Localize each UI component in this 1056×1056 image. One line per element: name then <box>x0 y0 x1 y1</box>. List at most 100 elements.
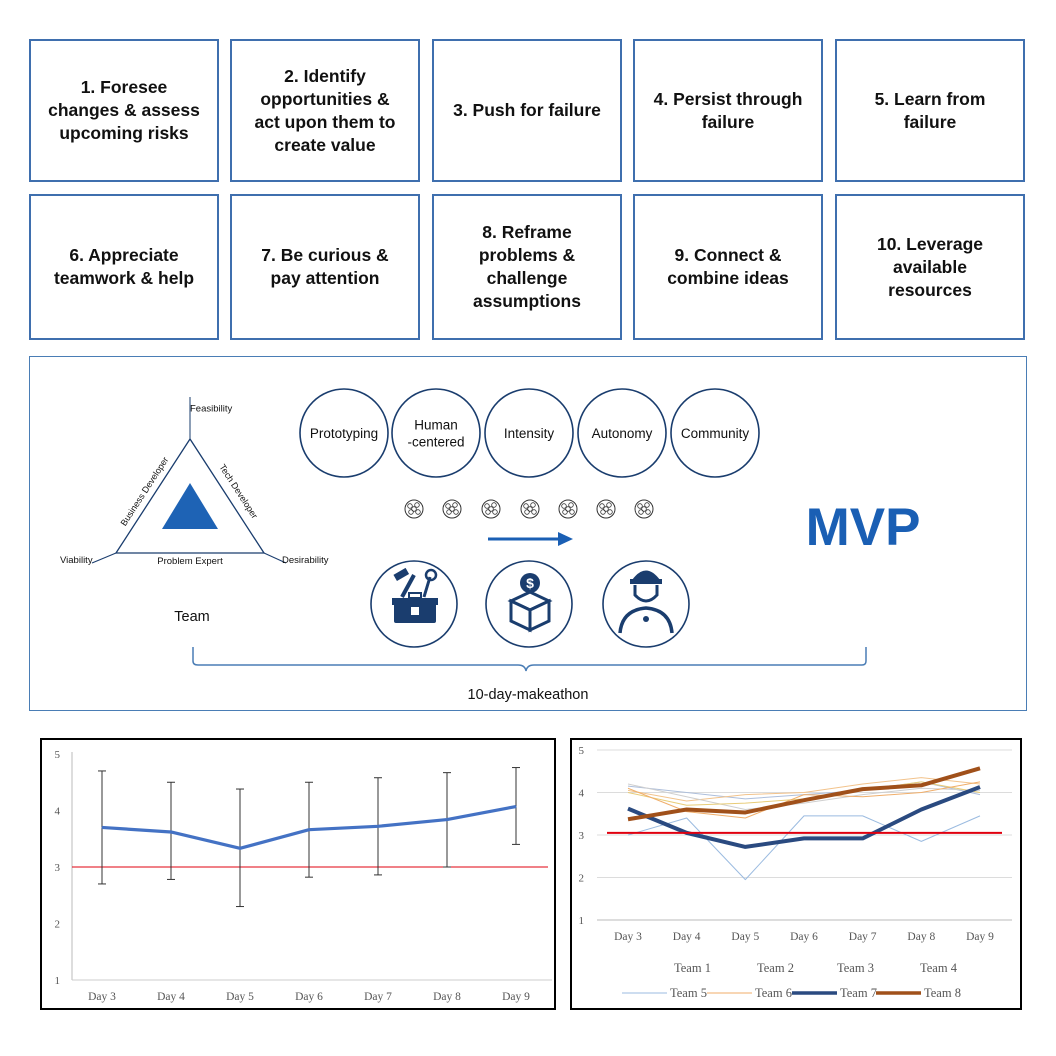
principle-label: Human <box>414 418 458 433</box>
principle-4: Community <box>670 388 760 478</box>
principle-3: Autonomy <box>577 388 667 478</box>
edge-left-label: Business Developer <box>118 455 170 528</box>
mvp-label: MVP <box>806 498 921 557</box>
legend-label: Team 3 <box>837 961 874 975</box>
y-tick-label: 2 <box>579 873 585 885</box>
team-rating-plot: 1 2 3 4 5 Day 3 Day 4 Day 5 Day 6 Day 7 Day 8 Day 9… <box>579 745 1012 1000</box>
x-tick-label: Day 3 <box>88 991 116 1003</box>
x-tick-label: Day 6 <box>295 991 323 1003</box>
principle-label: -centered <box>407 435 464 450</box>
x-tick-label: Day 9 <box>966 931 994 943</box>
principle-0: Prototyping <box>299 388 389 478</box>
svg-text:$: $ <box>526 575 534 591</box>
mean-rating-point <box>239 847 241 849</box>
y-tick-label: 1 <box>55 975 61 987</box>
y-tick-label: 5 <box>579 745 585 757</box>
makeathon-panel: Feasibility Viability Desirability Busin… <box>29 356 1027 711</box>
x-tick-label: Day 6 <box>790 931 818 943</box>
process-glyph-icon <box>596 499 616 519</box>
process-glyph-icon <box>442 499 462 519</box>
competency-box-7: 7. Be curious & pay attention <box>230 194 420 340</box>
competency-box-4: 4. Persist through failure <box>633 39 823 182</box>
process-glyph-icon <box>520 499 540 519</box>
vertex-right-label: Desirability <box>282 555 329 566</box>
legend-item: Team 4 <box>920 961 958 975</box>
x-tick-label: Day 5 <box>731 931 759 943</box>
principle-1: Human -centered <box>391 388 481 478</box>
series-line-team-6 <box>627 781 981 819</box>
competency-box-3: 3. Push for failure <box>432 39 622 182</box>
x-tick-label: Day 4 <box>673 931 701 943</box>
principle-label: Community <box>681 426 750 441</box>
y-tick-label: 1 <box>579 915 585 927</box>
makeathon-label: 10-day-makeathon <box>468 687 589 703</box>
legend-item: Team 5 <box>622 986 707 1000</box>
legend-item: Team 2 <box>757 961 794 975</box>
competency-box-6: 6. Appreciate teamwork & help <box>29 194 219 340</box>
principle-2: Intensity <box>484 388 574 478</box>
team-caption: Team <box>174 609 209 625</box>
mean-rating-point <box>170 831 172 833</box>
team-core-triangle <box>162 483 218 529</box>
principle-label: Intensity <box>504 426 555 441</box>
principle-circles: Prototyping Human -centered Intensity Autono… <box>299 388 760 478</box>
makeathon-brace <box>192 647 867 672</box>
average-rating-chart: 1 2 3 4 5 Day 3 Day 4 Day 5 Day 6 Day 7 Day 8 Day 9 <box>40 738 556 1010</box>
process-glyphs <box>404 499 654 519</box>
edge-bottom-label: Problem Expert <box>157 556 223 567</box>
progress-arrow-icon <box>488 532 573 546</box>
toolbox-icon <box>370 560 458 648</box>
principle-label: Autonomy <box>592 426 653 441</box>
legend-item: Team 3 <box>837 961 874 975</box>
x-tick-label: Day 7 <box>849 931 877 943</box>
competency-box-9: 9. Connect & combine ideas <box>633 194 823 340</box>
series-line-team-8 <box>627 766 981 822</box>
legend-label: Team 5 <box>670 986 707 1000</box>
legend-item: Team 6 <box>707 986 792 1000</box>
y-tick-label: 4 <box>55 806 61 818</box>
series-line-team-2 <box>627 777 981 802</box>
y-tick-label: 3 <box>55 862 61 874</box>
team-triangle: Feasibility Viability Desirability Busin… <box>60 397 329 625</box>
legend-label: Team 8 <box>924 986 961 1000</box>
dollar-box-icon: $ <box>485 560 573 648</box>
process-glyph-icon <box>404 499 424 519</box>
legend-label: Team 4 <box>920 961 958 975</box>
legend-label: Team 2 <box>757 961 794 975</box>
legend-item: Team 1 <box>674 961 711 975</box>
competency-box-2: 2. Identify opportunities & act upon the… <box>230 39 420 182</box>
mean-rating-point <box>308 829 310 831</box>
average-rating-plot: 1 2 3 4 5 Day 3 Day 4 Day 5 Day 6 Day 7 Day 8 Day 9 <box>55 749 552 1003</box>
legend-item: Team 7 <box>792 986 877 1000</box>
legend-item: Team 8 <box>876 986 961 1000</box>
series-line-team-5 <box>627 815 981 881</box>
competency-box-8: 8. Reframe problems & challenge assumpti… <box>432 194 622 340</box>
y-tick-label: 5 <box>55 749 61 761</box>
x-tick-label: Day 5 <box>226 991 254 1003</box>
legend-label: Team 7 <box>840 986 877 1000</box>
vertex-top-label: Feasibility <box>190 404 232 415</box>
makeathon-diagram: Feasibility Viability Desirability Busin… <box>60 388 921 703</box>
x-tick-label: Day 9 <box>502 991 530 1003</box>
mean-rating-point <box>446 819 448 821</box>
competency-box-10: 10. Leverage available resources <box>835 194 1025 340</box>
x-tick-label: Day 7 <box>364 991 392 1003</box>
x-tick-label: Day 3 <box>614 931 642 943</box>
y-tick-label: 4 <box>579 788 585 800</box>
legend-label: Team 6 <box>755 986 792 1000</box>
mean-rating-point <box>515 806 517 808</box>
x-tick-label: Day 8 <box>433 991 461 1003</box>
competency-box-1: 1. Foresee changes & assess upcoming ris… <box>29 39 219 182</box>
process-glyph-icon <box>634 499 654 519</box>
process-glyph-icon <box>558 499 578 519</box>
principle-label: Prototyping <box>310 426 378 441</box>
process-glyph-icon <box>481 499 501 519</box>
legend-label: Team 1 <box>674 961 711 975</box>
y-tick-label: 3 <box>579 830 585 842</box>
x-tick-label: Day 4 <box>157 991 185 1003</box>
x-tick-label: Day 8 <box>907 931 935 943</box>
y-tick-label: 2 <box>55 919 61 931</box>
competency-box-5: 5. Learn from failure <box>835 39 1025 182</box>
mean-rating-point <box>101 826 103 828</box>
vertex-left-label: Viability <box>60 555 93 566</box>
